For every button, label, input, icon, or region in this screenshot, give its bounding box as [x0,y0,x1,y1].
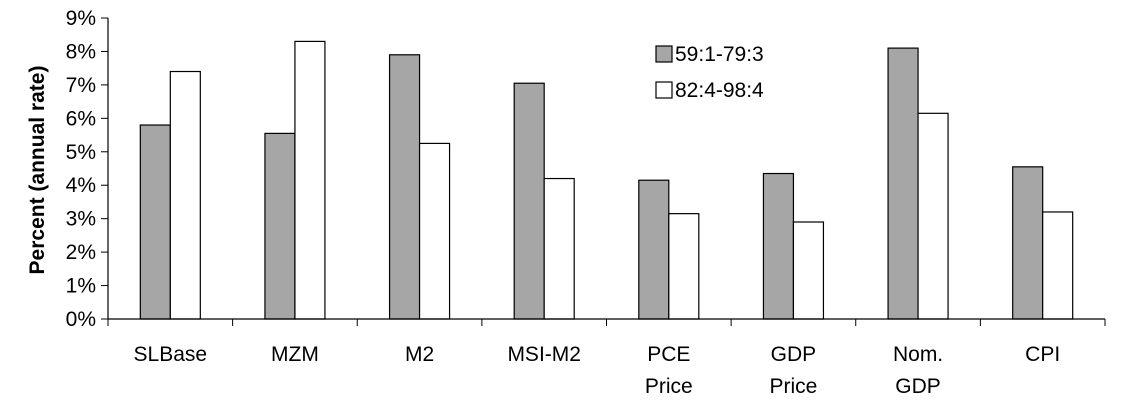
y-axis-label: Percent (annual rate) [26,66,49,275]
bar-series1 [139,124,171,320]
x-category-label: PCE [647,343,690,366]
bar-series1 [1012,166,1044,320]
bar-series2 [169,70,201,320]
bar-series2 [917,112,949,320]
y-tick-label: 8% [66,40,96,63]
legend-label: 82:4-98:4 [675,79,764,102]
bar-series2 [418,142,451,320]
y-tick-label: 9% [66,7,96,30]
legend-swatch [655,45,673,63]
bar-series1 [762,172,795,320]
y-tick-label: 4% [66,174,96,197]
y-tick-label: 2% [66,241,96,264]
bar-series1 [388,54,421,320]
y-tick-label: 1% [66,275,96,298]
bar-series1 [513,82,545,320]
legend-swatch [655,81,673,99]
y-tick-label: 6% [66,107,96,130]
y-tick-label: 7% [66,74,96,97]
bar-series1 [638,179,670,320]
x-category-label: CPI [1025,343,1060,366]
y-axis-ticks: 0% 1% 2% 3% 4% 5% 6% 7% 8% 9% [66,7,108,331]
x-category-label: SLBase [134,343,208,366]
y-tick-label: 5% [66,141,96,164]
bar-series2 [1042,211,1074,320]
x-category-label: Nom. [893,343,943,366]
legend-label: 59:1-79:3 [675,43,764,66]
bar-series2 [543,177,575,320]
legend: 59:1-79:3 82:4-98:4 [655,43,764,102]
bar-series2 [668,213,700,320]
x-category-label: GDP [895,375,941,398]
y-tick-label: 0% [66,308,96,331]
x-axis-labels: SLBase MZM M2 MSI-M2 PCE Price GDP Price Nom. GDP… [134,343,1061,398]
axes [107,18,1106,326]
bar-series1 [887,47,919,320]
x-category-label: M2 [405,343,434,366]
y-tick-label: 3% [66,208,96,231]
x-category-label: Price [770,375,818,398]
x-category-label: MSI-M2 [507,343,581,366]
bars [139,40,1074,320]
x-category-label: GDP [771,343,817,366]
x-category-label: Price [645,375,693,398]
x-category-label: MZM [271,343,319,366]
bar-series1 [264,132,296,320]
bar-series2 [294,40,326,320]
bar-series2 [792,221,825,320]
